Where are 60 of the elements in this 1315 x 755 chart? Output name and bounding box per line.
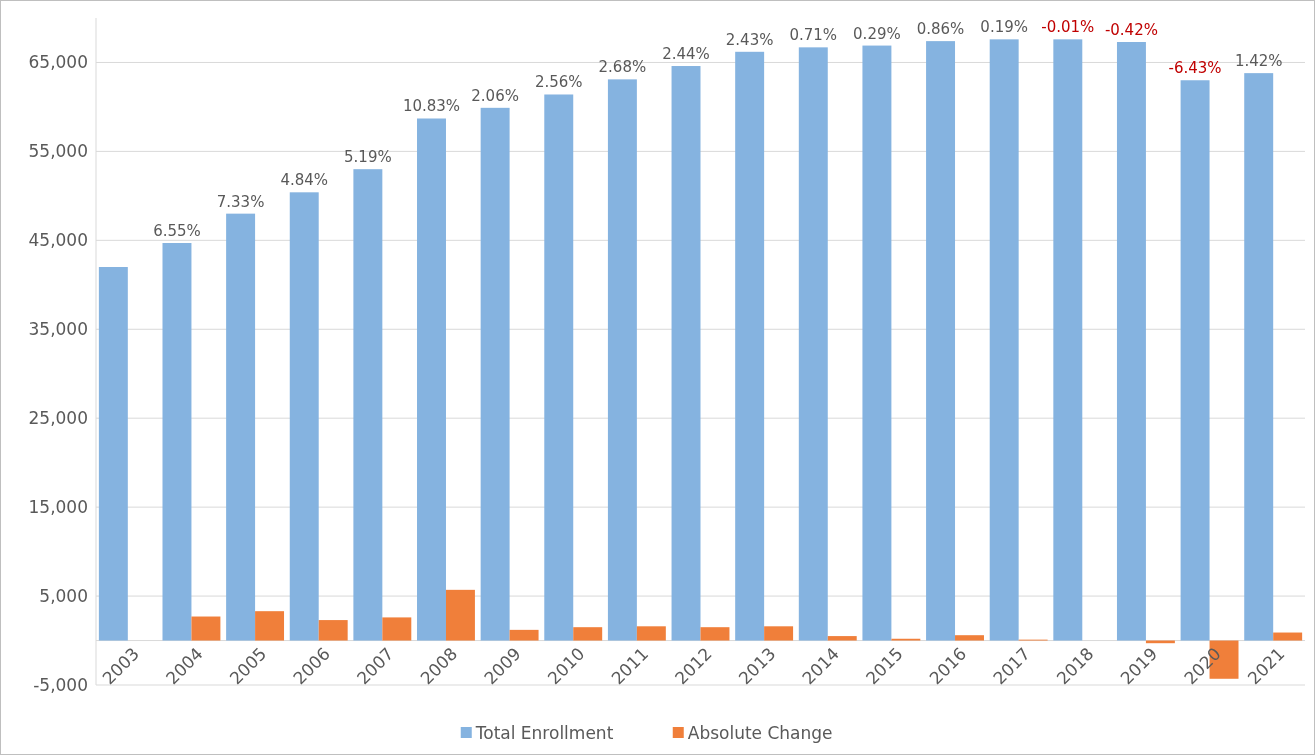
bar [480,107,510,641]
annotation: 2.06% [471,86,519,105]
bar [671,66,701,641]
annotation: 0.86% [916,20,965,39]
annotation: 0.29% [853,24,901,43]
bar [226,213,256,641]
bar [191,616,221,641]
bar [255,611,285,641]
bar [862,45,892,641]
annotation: 6.55% [153,222,201,240]
legend-label: Total Enrollment [474,722,614,743]
bar [955,635,984,641]
bar [544,94,574,641]
bar [509,629,539,641]
bar [318,620,348,641]
bar [926,41,956,641]
bar [989,39,1019,641]
bar [607,79,637,641]
annotation: 5.19% [344,148,392,167]
annotation: -0.42% [1104,21,1158,40]
y-tick-label: 45,000 [28,230,88,251]
y-tick-label: 65,000 [28,52,88,73]
annotation: 2.44% [662,45,710,64]
bar [700,627,730,641]
annotation: 0.19% [980,18,1029,37]
bar [1180,80,1210,641]
bar [445,589,475,641]
y-tick-label: 55,000 [28,141,88,162]
annotation: 7.33% [216,192,265,211]
bar [735,51,765,641]
bar [353,169,383,641]
bar [636,626,666,641]
legend-label: Absolute Change [687,722,833,743]
bar [162,243,192,641]
bar [417,118,446,641]
annotation: 1.42% [1234,52,1283,71]
bar [289,192,319,641]
annotation: 0.71% [789,26,838,45]
y-tick-label: -5,000 [33,674,88,695]
bar [573,627,603,641]
y-tick-label: 35,000 [28,319,88,340]
bar [1053,39,1083,641]
bar [1116,42,1146,641]
annotation: 2.56% [534,73,583,92]
bar [1244,73,1274,641]
annotation: -0.01% [1041,18,1095,37]
y-tick-label: 25,000 [28,408,88,429]
annotation: 10.83% [402,97,461,116]
bar [382,617,412,641]
annotation: -6.43% [1168,59,1222,78]
annotation: 2.68% [598,58,647,77]
bar [98,267,128,641]
y-tick-label: 15,000 [28,497,88,518]
bar [798,47,828,641]
bar [1273,632,1303,641]
y-tick-label: 5,000 [39,586,88,607]
annotation: 2.43% [725,30,774,49]
bar [827,636,857,641]
bar [764,626,794,641]
annotation: 4.84% [280,171,329,190]
